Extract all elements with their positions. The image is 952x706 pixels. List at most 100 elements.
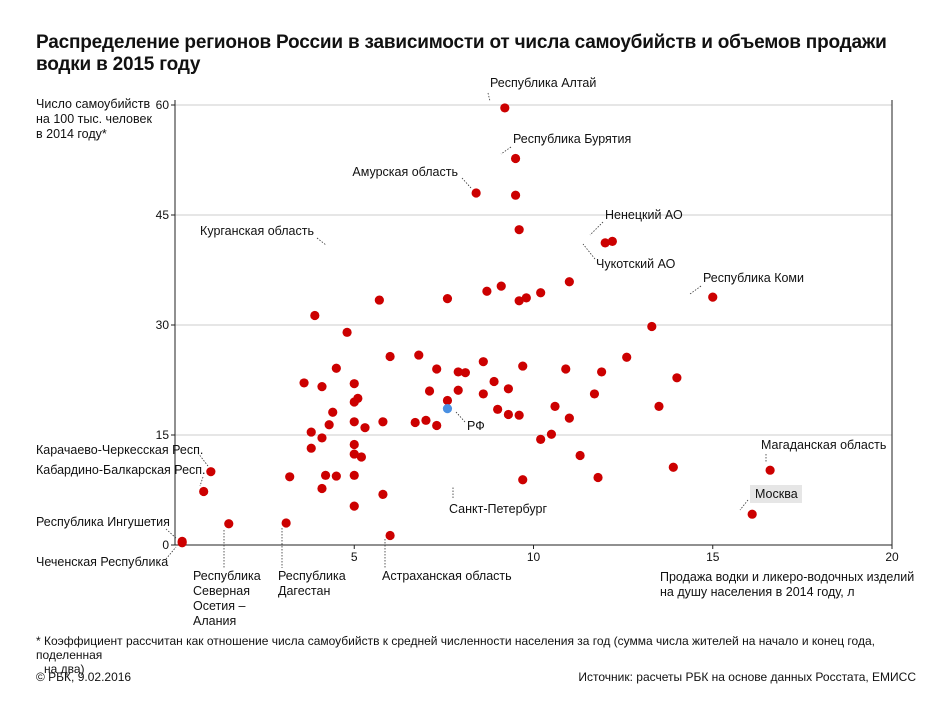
annotation-label: Республика Северная Осетия – Алания xyxy=(193,569,261,628)
chart-title: Распределение регионов России в зависимо… xyxy=(36,32,887,75)
annotation-label: Чеченская Республика xyxy=(36,555,168,569)
annotation-label: Астраханская область xyxy=(382,569,512,583)
data-point xyxy=(668,462,678,472)
data-point xyxy=(607,236,617,246)
data-point xyxy=(432,364,442,374)
annotation-leader xyxy=(582,243,596,260)
annotation-leader xyxy=(739,499,749,511)
y-tick-label: 60 xyxy=(156,98,170,112)
annotation-label: Кабардино-Балкарская Респ. xyxy=(36,463,206,477)
data-point xyxy=(654,401,664,411)
data-point xyxy=(510,153,521,164)
data-point xyxy=(503,409,514,420)
data-point xyxy=(206,467,216,477)
data-point xyxy=(349,417,359,427)
copyright: © РБК, 9.02.2016 xyxy=(36,670,132,684)
data-point xyxy=(349,470,359,480)
annotation-leader xyxy=(199,476,204,487)
annotation-leader xyxy=(589,221,604,236)
data-point xyxy=(510,190,521,200)
data-point xyxy=(471,188,481,198)
annotation-leader xyxy=(500,146,512,155)
annotation-label-line: Республика xyxy=(193,569,261,583)
annotation-label: РФ xyxy=(467,419,485,433)
y-tick-label: 0 xyxy=(162,538,169,552)
data-point xyxy=(589,389,600,399)
data-point xyxy=(331,471,341,481)
data-point xyxy=(482,286,492,296)
data-point xyxy=(356,452,367,462)
data-point xyxy=(320,470,331,480)
y-tick-label: 45 xyxy=(156,208,170,222)
data-point xyxy=(342,327,352,337)
data-point xyxy=(424,386,435,396)
data-point xyxy=(349,439,359,450)
x-tick-label: 15 xyxy=(706,550,720,564)
annotation-label-line: Дагестан xyxy=(278,584,330,598)
annotation-label: Курганская область xyxy=(200,224,314,238)
data-point xyxy=(460,368,470,378)
data-point xyxy=(564,277,574,287)
data-point xyxy=(414,350,424,360)
annotation-label: Республика Ингушетия xyxy=(36,515,170,529)
y-axis-label-line: Число самоубийств xyxy=(36,97,151,111)
data-point xyxy=(442,395,453,406)
annotation-label: Амурская область xyxy=(352,165,458,179)
data-point xyxy=(177,536,187,546)
data-point xyxy=(453,367,463,377)
data-point xyxy=(647,321,657,332)
data-point xyxy=(514,296,524,306)
data-point xyxy=(385,530,395,541)
data-point xyxy=(518,475,528,485)
annotation-leader xyxy=(487,92,491,102)
annotation-leader xyxy=(461,177,472,189)
data-point xyxy=(672,373,682,383)
data-point xyxy=(349,501,359,511)
annotation-leader xyxy=(165,528,177,539)
data-point xyxy=(378,417,388,427)
footnote-line: * Коэффициент рассчитан как отношение чи… xyxy=(36,634,875,662)
data-point xyxy=(306,443,316,453)
data-point xyxy=(478,389,488,399)
data-point xyxy=(600,238,610,248)
data-point xyxy=(331,363,341,373)
source-note: Источник: расчеты РБК на основе данных Р… xyxy=(578,670,916,684)
annotation-leader xyxy=(165,546,177,560)
annotation-leader xyxy=(689,285,702,295)
data-point xyxy=(514,410,524,420)
data-point xyxy=(496,281,506,291)
data-point xyxy=(564,413,574,423)
points-layer xyxy=(177,103,775,548)
data-point xyxy=(550,401,560,411)
x-axis-label: Продажа водки и ликеро-водочных изделий … xyxy=(660,570,940,600)
data-point xyxy=(324,420,334,430)
data-point xyxy=(536,288,546,298)
data-point xyxy=(622,352,632,362)
annotation-label: Ненецкий АО xyxy=(605,208,683,222)
y-tick-label: 30 xyxy=(156,318,170,332)
data-point-russia xyxy=(442,404,453,414)
data-point xyxy=(360,423,370,433)
footnote-line: на два) xyxy=(44,662,85,676)
data-point xyxy=(285,472,295,482)
annotation-leader xyxy=(455,411,466,423)
y-axis-label-line: в 2014 году* xyxy=(36,127,107,141)
annotation-label-line: Республика xyxy=(278,569,346,583)
data-point xyxy=(489,376,499,387)
y-axis-label: Число самоубийств на 100 тыс. человек в … xyxy=(36,97,186,142)
annotation-label: Республика Дагестан xyxy=(278,569,346,598)
data-point xyxy=(442,294,453,304)
data-point xyxy=(500,103,510,113)
annotation-label: Республика Бурятия xyxy=(513,132,631,146)
data-point xyxy=(536,434,546,444)
annotation-label: Санкт-Петербург xyxy=(449,502,547,516)
data-point xyxy=(421,415,431,425)
annotation-label: Республика Алтай xyxy=(490,76,596,90)
data-point xyxy=(410,417,420,428)
annotation-highlight xyxy=(750,485,802,503)
data-point xyxy=(747,509,757,519)
data-point xyxy=(224,519,234,529)
data-point xyxy=(493,404,503,414)
y-axis-label-line: на 100 тыс. человек xyxy=(36,112,152,126)
